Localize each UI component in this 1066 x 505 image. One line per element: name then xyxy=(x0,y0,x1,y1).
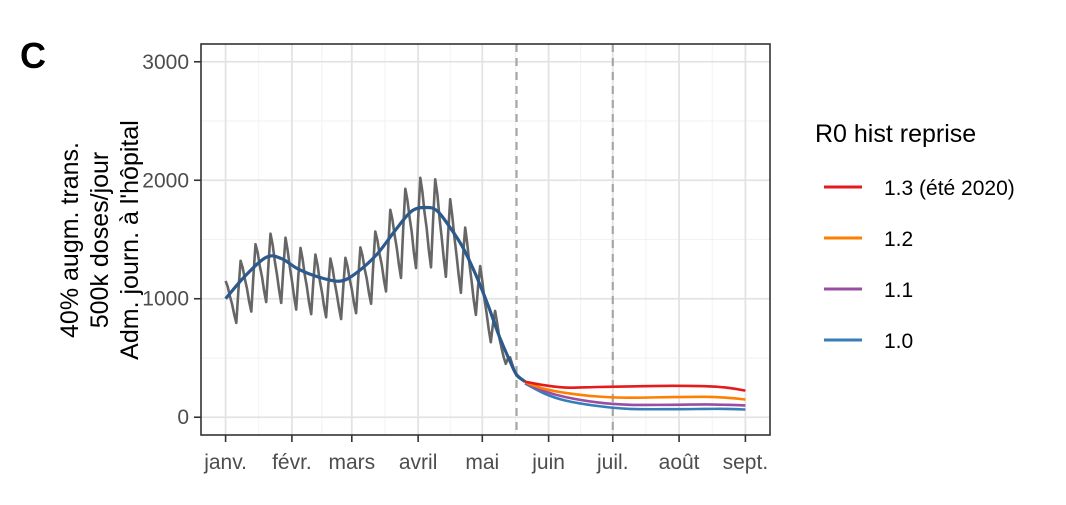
x-tick-label: avril xyxy=(399,451,438,474)
observed-admissions-line xyxy=(224,176,526,383)
y-axis-title-line-1: 40% augm. trans. xyxy=(56,142,84,338)
scenario-line-1-0 xyxy=(524,382,746,411)
y-axis-title-line-2: 500k doses/jour xyxy=(86,152,114,329)
legend-label: 1.1 xyxy=(884,279,913,302)
x-tick-label: mai xyxy=(465,451,499,474)
y-tick-label: 2000 xyxy=(142,169,189,192)
legend-label: 1.2 xyxy=(884,228,913,251)
x-tick-label: août xyxy=(659,451,700,474)
y-axis-title: 40% augm. trans. 500k doses/jour Adm. jo… xyxy=(56,120,144,360)
y-axis-title-line-3: Adm. journ. à l'hôpital xyxy=(116,120,144,360)
scenario-line-1-3 xyxy=(524,380,746,392)
y-tick-label: 3000 xyxy=(142,51,189,74)
x-tick-label: juil. xyxy=(596,451,629,474)
plot-area: 0 1000 2000 3000 janv. févr. mars avril mai juin j… xyxy=(142,43,771,474)
x-tick-label: juin xyxy=(531,451,565,474)
x-tick-label: janv. xyxy=(203,451,247,474)
legend-label: 1.0 xyxy=(884,330,913,353)
panel-label: C xyxy=(20,35,46,76)
x-tick-label: sept. xyxy=(723,451,769,474)
legend-label: 1.3 (été 2020) xyxy=(884,177,1015,200)
smoothed-fit-line xyxy=(224,205,527,383)
scenario-line-1-1 xyxy=(524,381,746,407)
scenario-line-1-2 xyxy=(524,381,746,401)
y-tick-label: 0 xyxy=(177,406,189,429)
x-tick-label: mars xyxy=(328,451,375,474)
y-tick-label: 1000 xyxy=(142,288,189,311)
x-tick-label: févr. xyxy=(272,451,312,474)
plot-border xyxy=(200,43,771,436)
legend-items: 1.3 (été 2020) 1.2 1.1 1.0 xyxy=(824,177,1015,353)
legend-title: R0 hist reprise xyxy=(815,120,976,148)
legend: R0 hist reprise 1.3 (été 2020) 1.2 1.1 1.0 xyxy=(815,120,1015,353)
